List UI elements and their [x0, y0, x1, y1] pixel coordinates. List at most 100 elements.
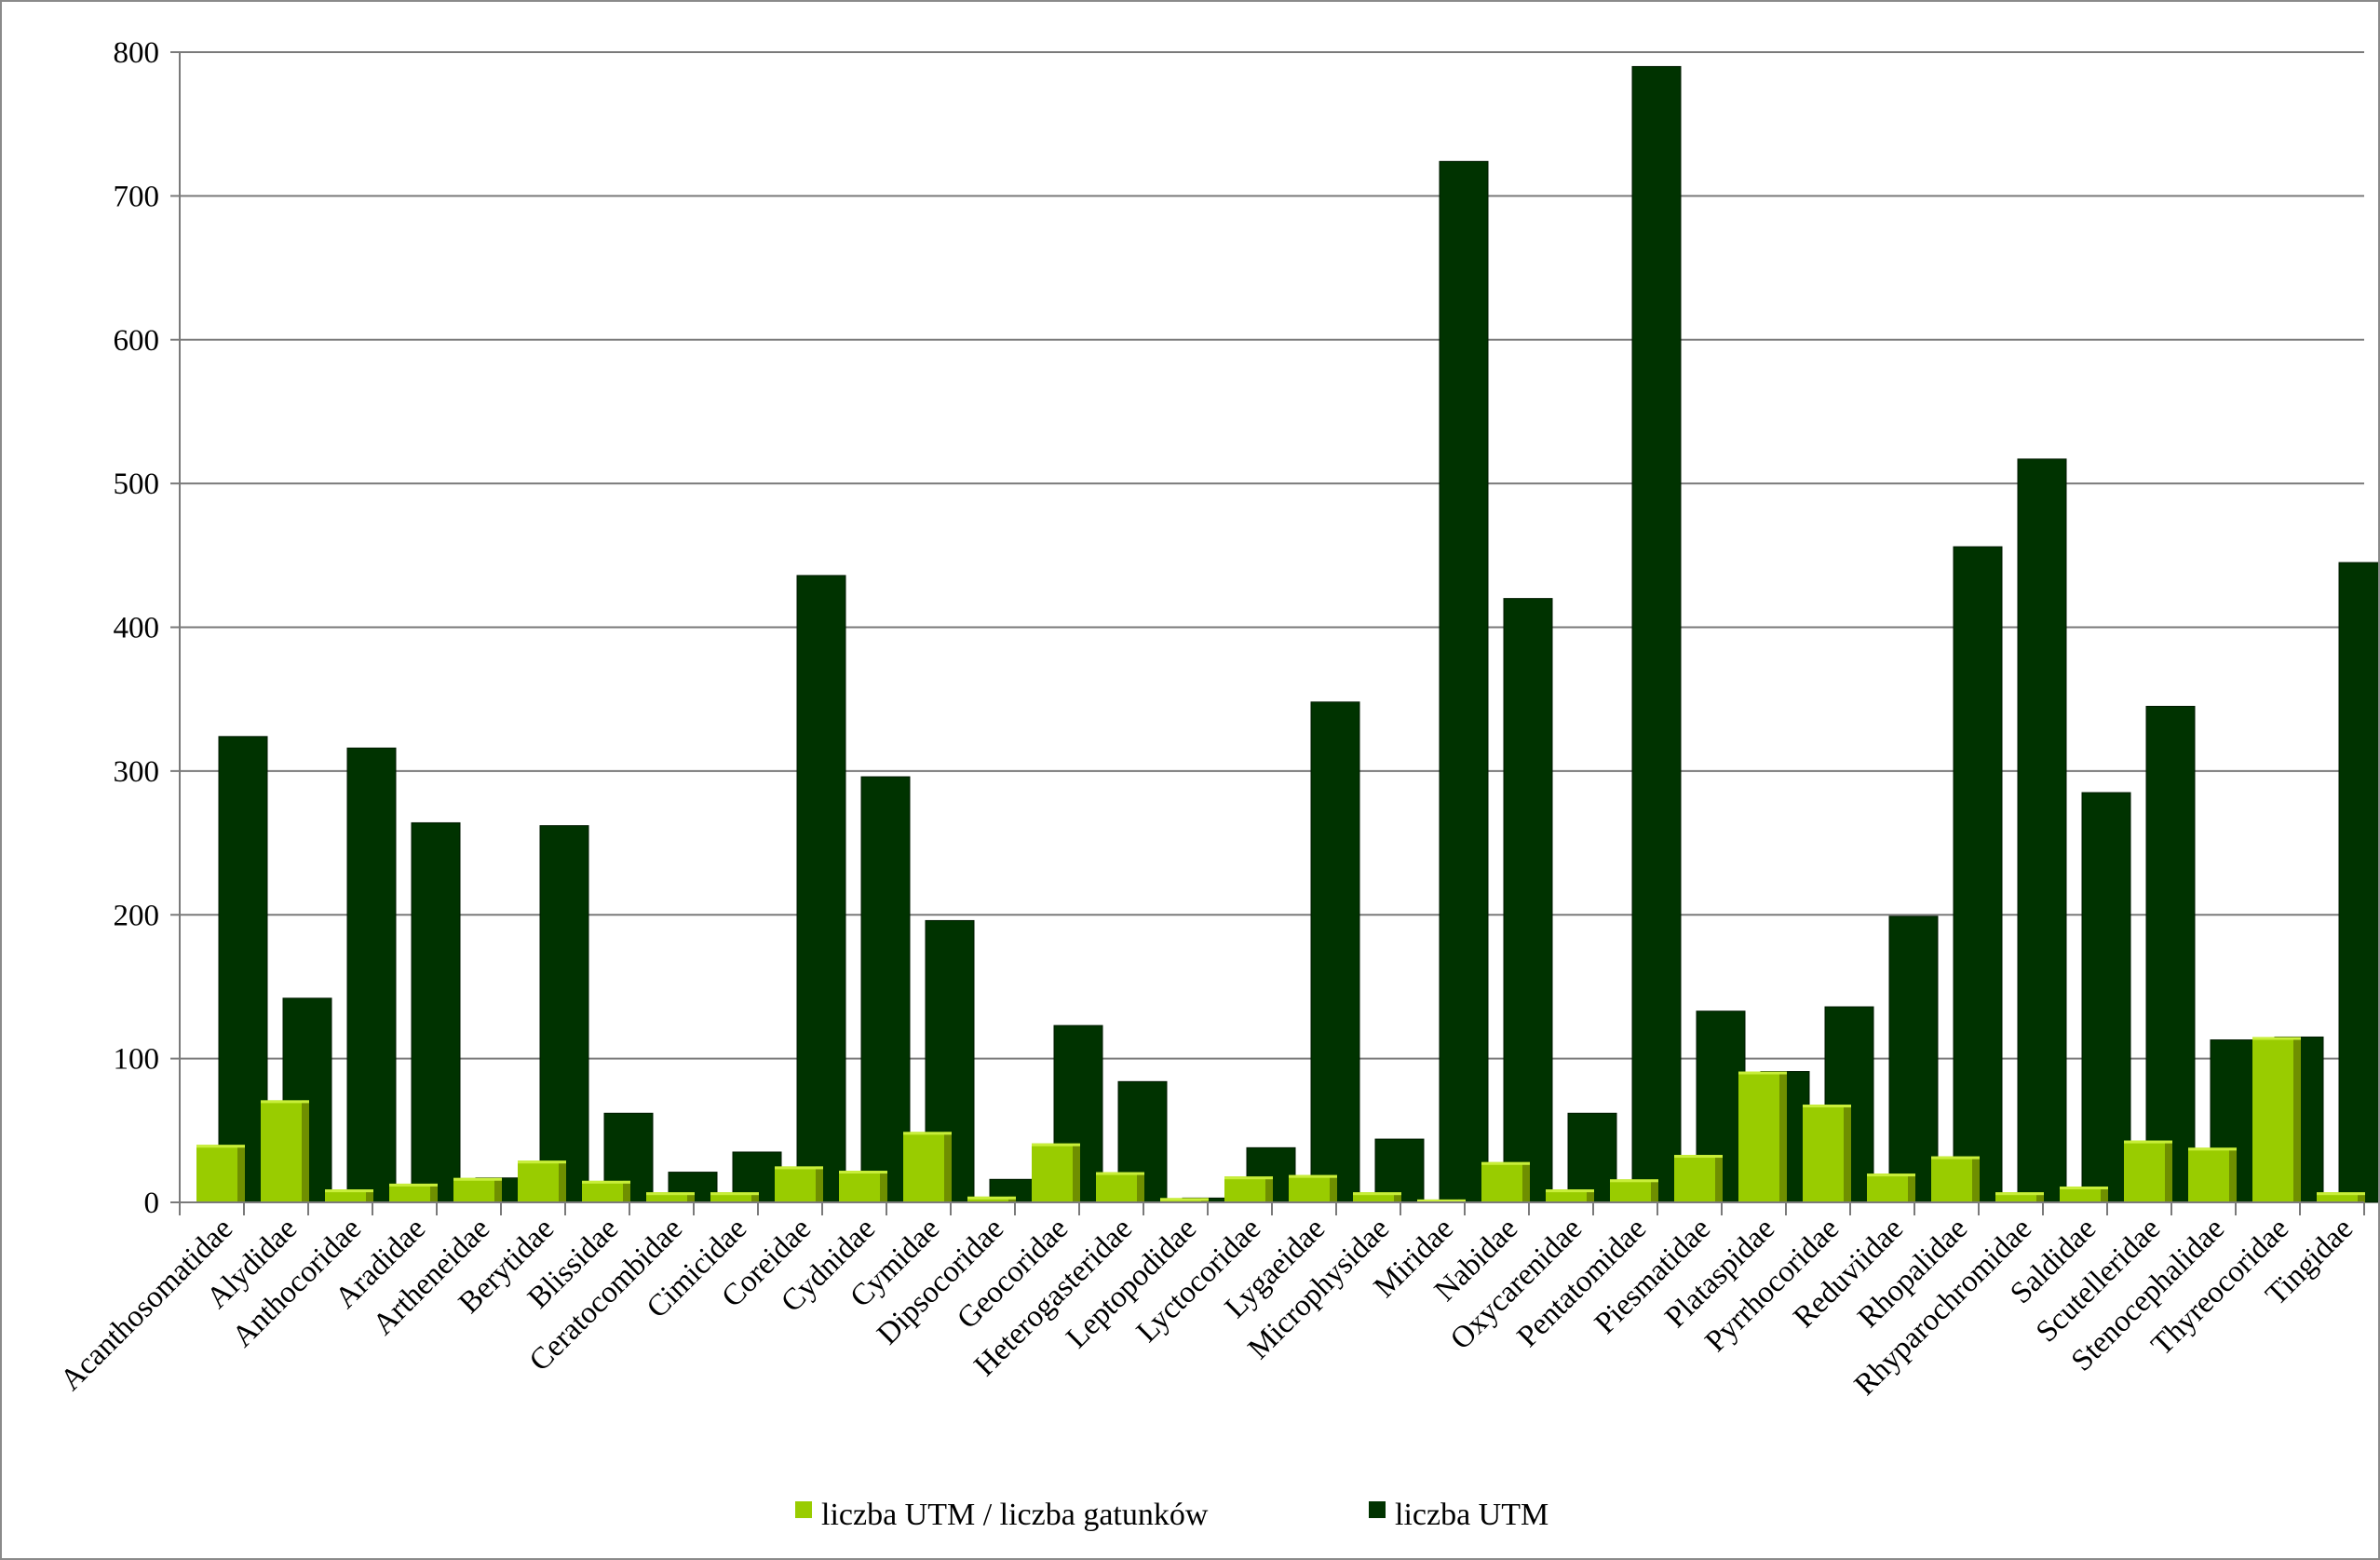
bar-face	[1931, 1156, 1980, 1202]
bar-liczba-utm-per-gatunek	[325, 1189, 373, 1202]
bar-face	[2060, 1187, 2108, 1202]
bar-top	[1674, 1155, 1723, 1159]
bar-liczba-utm-per-gatunek	[1674, 1155, 1723, 1202]
bar-side	[430, 1183, 438, 1202]
bar-face	[1289, 1174, 1337, 1202]
bar-face	[1674, 1155, 1723, 1202]
bar-face	[196, 1145, 245, 1202]
bar-side	[1330, 1174, 1337, 1202]
bar-side	[880, 1171, 887, 1202]
bar-top	[1417, 1199, 1466, 1202]
bar-side	[687, 1192, 695, 1202]
bar-side	[1008, 1196, 1016, 1202]
bar-liczba-utm-per-gatunek	[1032, 1143, 1080, 1202]
bar-side	[816, 1166, 823, 1202]
bar-liczba-utm-per-gatunek	[2317, 1192, 2365, 1202]
bar-face	[518, 1160, 566, 1202]
bar-liczba-utm-per-gatunek	[1417, 1199, 1466, 1202]
bar-top	[261, 1100, 309, 1104]
bar-liczba-utm-per-gatunek	[1160, 1198, 1209, 1202]
bar-face	[1096, 1172, 1144, 1202]
bar-liczba-utm-per-gatunek	[2252, 1037, 2301, 1202]
bar-face	[775, 1166, 823, 1202]
bar-face	[710, 1192, 759, 1202]
bar-side	[1844, 1105, 1851, 1202]
y-tick-label: 500	[114, 468, 160, 501]
bar-side	[494, 1177, 502, 1202]
bar-top	[1803, 1105, 1851, 1108]
bar-liczba-utm	[1888, 916, 1939, 1203]
bar-side	[366, 1189, 373, 1202]
bar-top	[2124, 1140, 2172, 1144]
bar-liczba-utm	[2017, 458, 2067, 1203]
bar-side	[1265, 1176, 1273, 1202]
bar-side	[2165, 1140, 2172, 1202]
bar-face	[1032, 1143, 1080, 1202]
bar-liczba-utm	[539, 825, 589, 1203]
bar-face	[2124, 1140, 2172, 1202]
bar-liczba-utm-per-gatunek	[1738, 1071, 1787, 1202]
bar-liczba-utm-per-gatunek	[582, 1180, 630, 1202]
y-tick-label: 0	[144, 1187, 160, 1220]
bar-top	[1546, 1189, 1594, 1193]
bar-face	[453, 1177, 502, 1202]
bar-side	[1137, 1172, 1144, 1202]
bar-liczba-utm-per-gatunek	[1995, 1192, 2044, 1202]
bar-face	[839, 1171, 887, 1202]
bar-liczba-utm-per-gatunek	[453, 1177, 502, 1202]
bar-liczba-utm-per-gatunek	[1803, 1105, 1851, 1202]
y-tick-label: 700	[114, 180, 160, 213]
y-tick-label: 100	[114, 1043, 160, 1077]
bar-top	[839, 1171, 887, 1174]
bar-liczba-utm	[1439, 160, 1489, 1203]
bar-liczba-utm	[1631, 65, 1682, 1203]
bar-face	[1610, 1179, 1658, 1202]
bar-top	[775, 1166, 823, 1170]
bar-face	[1481, 1161, 1530, 1202]
x-tick-label: Acanthosomatidae	[54, 1212, 239, 1397]
bar-top	[1224, 1176, 1273, 1180]
bar-side	[623, 1180, 630, 1202]
bar-liczba-utm-per-gatunek	[775, 1166, 823, 1202]
bar-liczba-utm-per-gatunek	[1546, 1189, 1594, 1202]
bar-side	[751, 1192, 759, 1202]
bar-side	[1651, 1179, 1658, 1202]
bar-face	[2188, 1147, 2237, 1202]
bar-liczba-utm-per-gatunek	[646, 1192, 695, 1202]
bar-liczba-utm-per-gatunek	[903, 1132, 952, 1202]
bar-face	[1995, 1192, 2044, 1202]
bar-side	[559, 1160, 566, 1202]
y-tick-label: 800	[114, 36, 160, 70]
bar-face	[582, 1180, 630, 1202]
bar-top	[710, 1192, 759, 1196]
bar-liczba-utm	[1953, 546, 2003, 1203]
y-tick-label: 200	[114, 899, 160, 932]
bar-liczba-utm	[860, 776, 911, 1203]
bar-liczba-utm-per-gatunek	[839, 1171, 887, 1202]
bar-side	[1972, 1156, 1980, 1202]
bar-side	[2358, 1192, 2365, 1202]
bar-liczba-utm	[346, 747, 397, 1203]
bar-liczba-utm	[2145, 705, 2196, 1203]
bar-liczba-utm	[2081, 792, 2131, 1203]
legend: liczba UTM / liczba gatunków liczba UTM	[795, 1498, 1548, 1532]
bar-side	[237, 1145, 245, 1202]
bar-top	[196, 1145, 245, 1148]
bar-liczba-utm	[411, 821, 461, 1203]
bar-top	[1995, 1192, 2044, 1196]
bar-top	[1096, 1172, 1144, 1175]
bar-liczba-utm	[218, 736, 268, 1203]
bar-liczba-utm	[796, 575, 846, 1203]
bar-face	[1353, 1192, 1401, 1202]
bar-top	[453, 1177, 502, 1181]
bar-side	[1522, 1161, 1530, 1202]
bar-liczba-utm-per-gatunek	[1353, 1192, 1401, 1202]
legend-swatch-dark	[1369, 1501, 1386, 1518]
bar-side	[2036, 1192, 2044, 1202]
bar-liczba-utm-per-gatunek	[389, 1183, 438, 1202]
bar-side	[1073, 1143, 1080, 1202]
bar-liczba-utm-per-gatunek	[518, 1160, 566, 1202]
bar-top	[325, 1189, 373, 1193]
